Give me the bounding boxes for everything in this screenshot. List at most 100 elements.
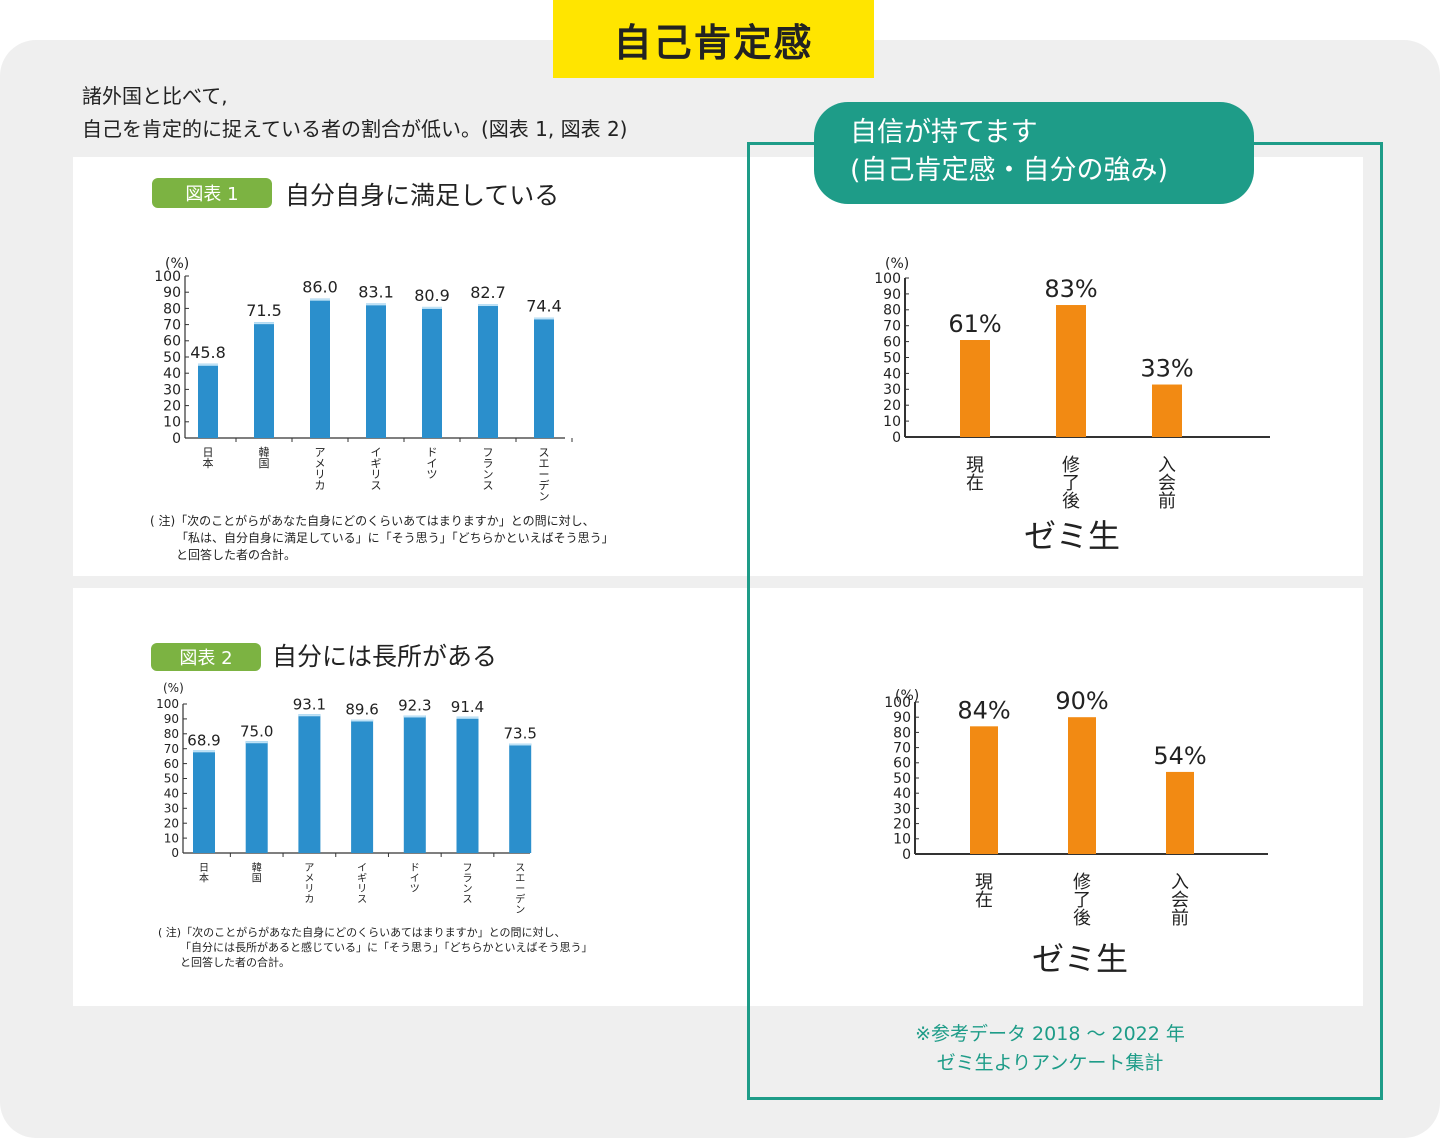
x-category-label: 前 [1171,908,1189,929]
y-tick-label: 80 [893,725,911,741]
data-label: 82.7 [470,283,506,302]
y-tick-label: 10 [893,832,911,848]
bar [351,719,374,853]
bar [422,306,442,438]
data-label: 71.5 [246,301,282,320]
fig2-note-line-1: ( 注)「次のことがらがあなた自身にどのくらいあてはまりますか」との問に対し、 [158,926,566,939]
bar-highlight [534,317,554,320]
y-tick-label: 0 [892,430,901,446]
chart-fig2: (%)100908070605040302010068.9日本75.0韓国93.… [156,681,537,916]
x-category-label: 本 [199,872,209,885]
data-label: 54% [1153,742,1206,770]
x-category-label: 在 [975,890,993,911]
bar [970,726,998,854]
x-category-label: 日 [203,446,214,459]
fig1-note: ( 注)「次のことがらがあなた自身にどのくらいあてはまりますか」との問に対し、 … [150,513,614,564]
chart-seminar-1: (%)100908070605040302010061%現在83%修了後33%入… [874,256,1270,555]
y-tick-label: 100 [874,271,901,287]
bar [403,715,426,853]
bar [366,303,386,438]
bar-highlight [509,743,532,746]
y-tick-label: 50 [883,350,901,366]
bar [193,750,215,853]
bar-highlight [366,303,386,306]
y-tick-label: 90 [893,710,911,726]
bar [1166,771,1194,854]
data-label: 92.3 [398,696,431,714]
x-category-label: 修 [1062,455,1080,476]
x-category-label: ド [410,863,420,874]
bar [534,317,554,438]
bar-highlight [351,719,374,722]
x-category-label: ツ [410,884,420,895]
y-tick-label: 70 [883,319,901,335]
x-category-label: ス [463,895,473,906]
y-tick-label: 50 [163,350,181,366]
y-tick-label: 90 [164,712,179,726]
x-category-label: 日 [199,863,209,874]
x-category-label: メ [315,457,326,470]
panel-fig1 [73,157,1363,576]
x-category-label: ツ [427,468,438,481]
y-tick-label: 0 [172,431,181,447]
bar-highlight [298,714,321,717]
y-tick-label: 100 [156,697,179,711]
bar-highlight [254,322,274,325]
x-category-label: 会 [1171,890,1189,911]
x-category-label: ン [539,490,550,503]
fig1-note-line-2: 「私は、自分自身に満足している」に「そう思う」「どちらかといえばそう思う」 [176,531,614,545]
y-tick-label: 20 [893,817,911,833]
x-category-label: エ [539,457,550,470]
bar-highlight [193,750,215,753]
x-category-label: 入 [1171,872,1189,893]
x-category-label: ー [515,884,525,895]
fig1-title: 自分自身に満足している [285,181,560,210]
seminar-heading-line-1: 自信が持てます [850,117,1038,148]
y-tick-label: 10 [883,414,901,430]
x-category-label: 韓 [252,862,262,874]
fig1-badge: 図表 1 [152,178,272,208]
intro-text: 諸外国と比べて, 自己を肯定的に捉えている者の割合が低い。(図表 1, 図表 2… [82,80,627,146]
bar [478,304,498,438]
y-tick-label: 20 [883,398,901,414]
data-label: 61% [948,310,1001,338]
x-category-label: リ [371,468,382,481]
data-label: 90% [1055,687,1108,715]
y-tick-label: 0 [171,846,179,860]
x-category-label: ラ [463,873,473,885]
x-category-label: 入 [1158,455,1176,476]
y-tick-label: 50 [164,772,179,786]
y-tick-label: 20 [163,399,181,415]
x-category-label: ア [315,446,326,459]
x-category-label: デ [515,893,525,906]
x-category-label: イ [371,446,382,459]
x-category-label: 後 [1073,908,1091,929]
data-label: 83% [1044,275,1097,303]
x-category-label: イ [410,874,420,885]
bar [298,714,321,853]
panel-fig2 [73,588,1363,1006]
reference-note: ※参考データ 2018 〜 2022 年 ゼミ生よりアンケート集計 [800,1020,1300,1078]
bar-highlight [478,304,498,307]
x-category-label: カ [304,894,314,906]
y-tick-label: 10 [163,415,181,431]
x-category-label: ン [515,905,525,916]
y-tick-label: 50 [893,771,911,787]
bar [1056,305,1086,437]
y-tick-label: 40 [883,366,901,382]
intro-line-2: 自己を肯定的に捉えている者の割合が低い。(図表 1, 図表 2) [82,117,628,141]
x-category-label: メ [304,874,314,885]
x-category-label: フ [483,446,494,459]
x-category-label: ド [427,446,438,459]
data-label: 84% [957,696,1010,724]
x-axis-title: ゼミ生 [1032,940,1128,978]
y-axis-label: (%) [885,256,909,272]
x-category-label: ラ [483,457,494,470]
chart-seminar-2: (%)100908070605040302010084%現在90%修了後54%入… [884,687,1268,978]
data-label: 93.1 [293,695,326,713]
y-axis-label: (%) [163,681,184,695]
bar [245,741,268,853]
bar [1152,384,1182,437]
intro-line-1: 諸外国と比べて, [82,84,228,108]
bar-highlight [245,741,268,744]
